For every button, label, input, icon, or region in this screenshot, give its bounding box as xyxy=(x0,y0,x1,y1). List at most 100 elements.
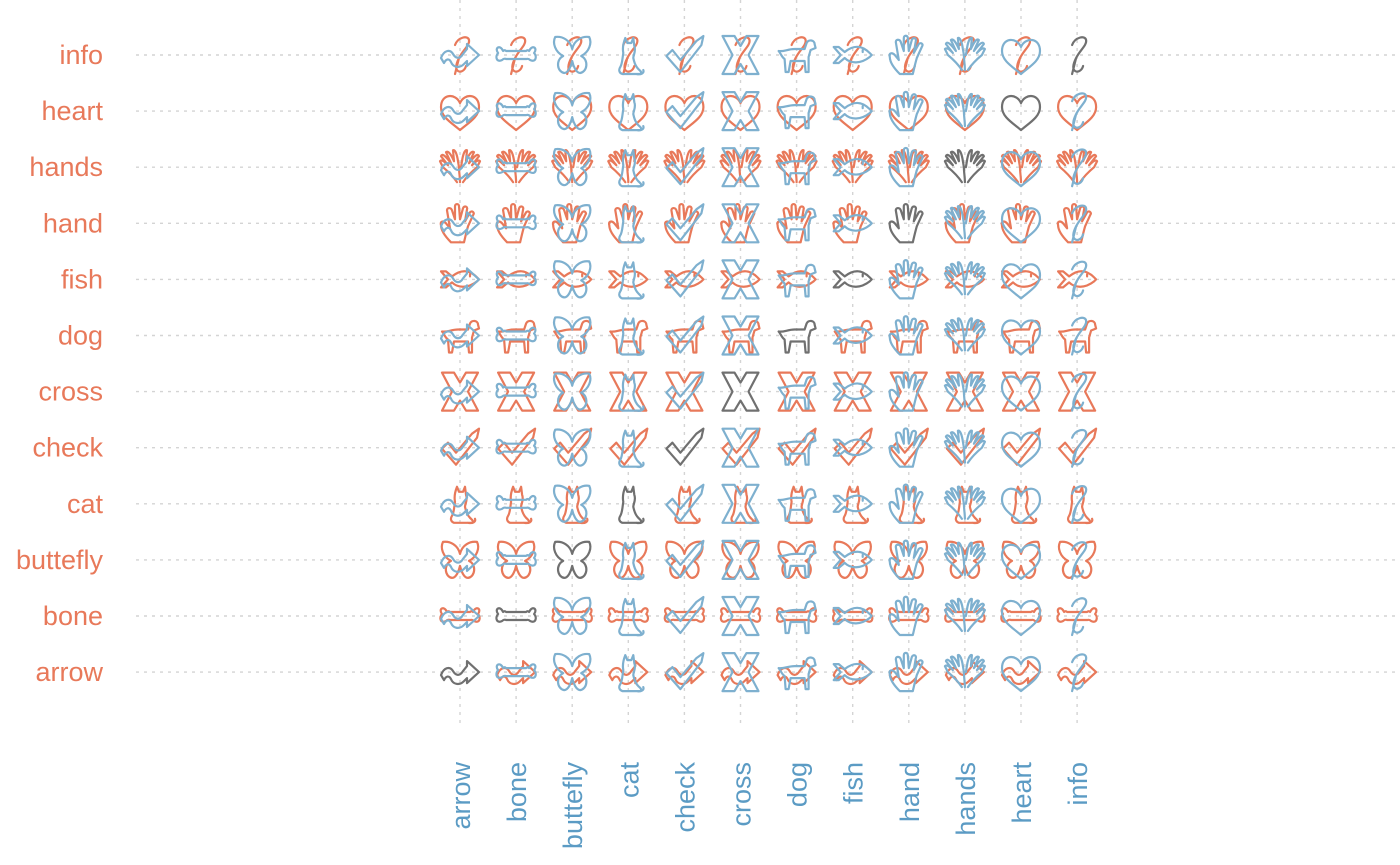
heart-icon xyxy=(495,95,537,132)
fish-icon xyxy=(832,606,873,626)
info-icon xyxy=(1070,260,1088,300)
cell-arrow-vs-heart xyxy=(1000,656,1042,693)
heart-icon xyxy=(1000,656,1042,693)
butterfly-icon xyxy=(552,484,592,523)
hands-icon xyxy=(943,485,987,520)
cell-bone-vs-check xyxy=(663,595,706,635)
hands-icon xyxy=(943,373,987,408)
cell-cat-vs-cross xyxy=(721,483,760,525)
fish-icon xyxy=(832,157,873,177)
cell-arrow-vs-arrow xyxy=(439,659,481,686)
hands-icon xyxy=(943,597,987,633)
cell-hand-vs-hand xyxy=(888,202,924,244)
butterfly-icon xyxy=(1001,540,1041,580)
butterfly-icon xyxy=(552,35,592,75)
x-tick-label: fish xyxy=(839,762,869,804)
cell-buttefly-vs-hands xyxy=(943,540,987,580)
cross-icon xyxy=(721,483,760,524)
cell-heart-vs-bone xyxy=(495,95,537,132)
cell-buttefly-vs-buttefly xyxy=(552,540,592,580)
bone-icon xyxy=(495,326,537,343)
fish-icon xyxy=(832,494,873,513)
cell-heart-vs-hand xyxy=(888,90,929,132)
butterfly-icon xyxy=(552,260,592,299)
y-tick-label: check xyxy=(32,433,103,463)
cross-icon xyxy=(721,651,760,693)
cell-fish-vs-cross xyxy=(720,259,761,300)
cell-cat-vs-info xyxy=(1066,484,1094,525)
arrow-icon xyxy=(1056,659,1098,686)
cell-bone-vs-hand xyxy=(888,595,930,637)
cell-buttefly-vs-hand xyxy=(888,539,929,581)
cat-icon xyxy=(786,485,813,525)
cell-bone-vs-buttefly xyxy=(551,596,593,636)
x-tick-label: heart xyxy=(1007,762,1037,824)
butterfly-icon xyxy=(552,204,592,243)
fish-icon xyxy=(664,270,705,289)
bone-icon xyxy=(1056,607,1098,623)
cell-hands-vs-cross xyxy=(719,147,762,188)
arrow-icon xyxy=(439,267,481,293)
x-tick-label: cat xyxy=(614,762,644,799)
cell-dog-vs-check xyxy=(665,315,705,354)
cell-check-vs-cat xyxy=(609,427,649,469)
fish-icon xyxy=(832,101,873,121)
x-tick-label: info xyxy=(1063,762,1093,806)
hand-icon xyxy=(888,202,924,244)
cell-buttefly-vs-cross xyxy=(721,539,760,581)
cell-bone-vs-cat xyxy=(607,597,650,637)
hand-icon xyxy=(439,202,475,244)
cell-info-vs-buttefly xyxy=(552,35,592,76)
info-icon xyxy=(1070,36,1088,76)
cell-hands-vs-cat xyxy=(607,148,650,188)
cell-info-vs-arrow xyxy=(439,36,481,76)
cell-arrow-vs-check xyxy=(664,651,705,691)
cell-check-vs-check xyxy=(665,427,705,466)
cell-heart-vs-buttefly xyxy=(552,91,593,132)
grid xyxy=(136,0,1400,728)
arrow-icon xyxy=(439,547,481,573)
hand-icon xyxy=(888,539,924,581)
cat-icon xyxy=(954,485,982,525)
cell-cross-vs-dog xyxy=(777,371,817,412)
cell-cross-vs-check xyxy=(665,371,705,412)
heart-icon xyxy=(664,95,705,132)
bone-icon xyxy=(495,607,537,623)
fish-icon xyxy=(1056,270,1098,289)
cell-hand-vs-dog xyxy=(776,202,817,244)
butterfly-icon xyxy=(552,316,592,355)
cat-icon xyxy=(618,205,645,244)
cell-heart-vs-hands xyxy=(943,92,987,132)
bone-icon xyxy=(495,494,537,511)
cell-arrow-vs-fish xyxy=(832,659,873,686)
butterfly-icon xyxy=(889,540,929,580)
butterfly-icon xyxy=(552,540,592,580)
cell-bone-vs-arrow xyxy=(439,603,481,629)
butterfly-icon xyxy=(552,372,592,411)
cell-hands-vs-check xyxy=(663,147,706,186)
cat-icon xyxy=(674,485,701,525)
dog-icon xyxy=(777,319,817,354)
check-icon xyxy=(1001,427,1042,466)
y-tick-label: arrow xyxy=(35,657,103,687)
glyph-matrix xyxy=(438,34,1099,693)
cell-cross-vs-cat xyxy=(609,371,648,412)
cell-fish-vs-hands xyxy=(943,261,987,296)
cell-cross-vs-arrow xyxy=(439,371,481,412)
hand-icon xyxy=(888,371,924,412)
cross-icon xyxy=(440,371,480,412)
cell-fish-vs-arrow xyxy=(439,267,481,293)
cat-icon xyxy=(618,92,645,132)
hand-icon xyxy=(888,34,924,76)
bone-icon xyxy=(495,46,537,62)
cell-hands-vs-hand xyxy=(887,146,930,188)
cell-dog-vs-cat xyxy=(609,317,649,356)
arrow-icon xyxy=(439,42,481,68)
dog-icon xyxy=(496,319,537,354)
cell-cross-vs-cross xyxy=(721,371,760,412)
heart-icon xyxy=(1000,95,1042,132)
bone-icon xyxy=(495,102,537,118)
cell-hands-vs-dog xyxy=(775,148,818,186)
dog-icon xyxy=(1057,319,1098,354)
heart-icon xyxy=(1000,207,1042,244)
